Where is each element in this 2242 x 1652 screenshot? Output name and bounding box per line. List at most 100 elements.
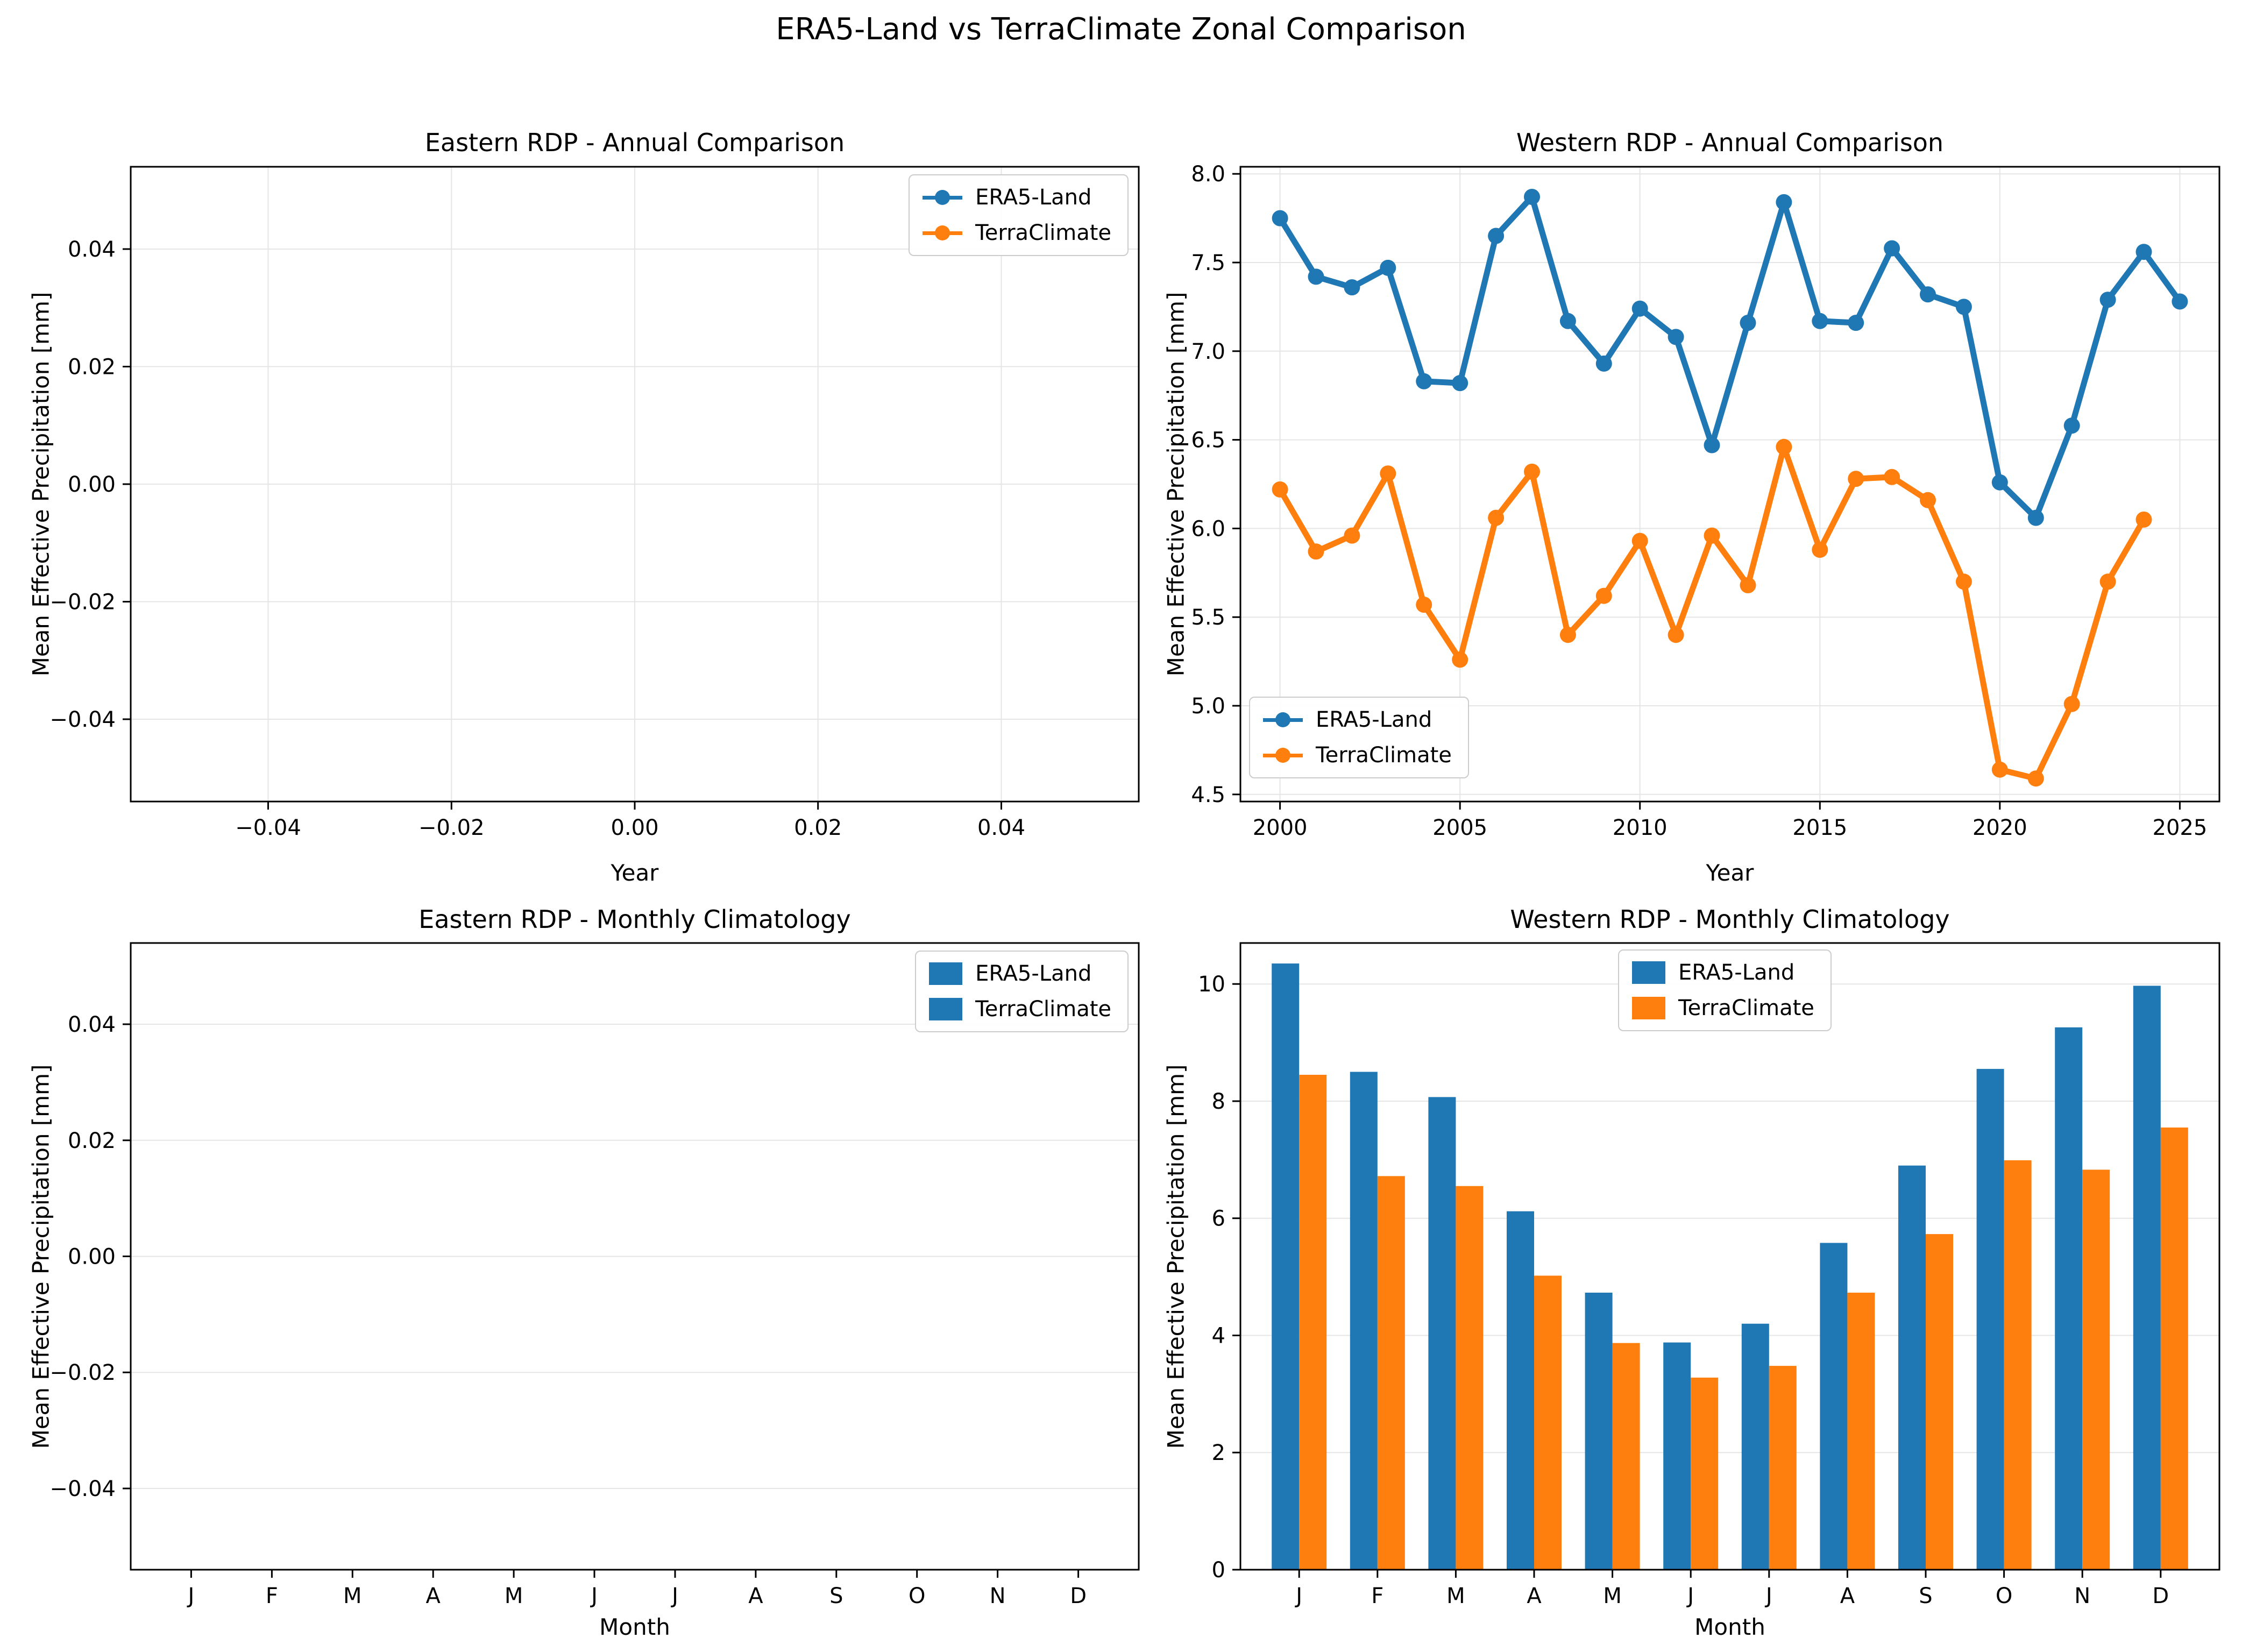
y-tick-label: 2 [1212, 1441, 1225, 1465]
x-tick-label: 2005 [1432, 816, 1487, 840]
bar-terraclimate [1456, 1186, 1484, 1570]
axes-spines [1239, 166, 2220, 803]
marker-era5-land [2027, 509, 2044, 526]
marker-era5-land [1848, 315, 1864, 331]
marker-era5-land [1776, 194, 1792, 210]
marker-terraclimate [1991, 761, 2008, 778]
x-tick-label: −0.04 [235, 816, 301, 840]
chart-title: Western RDP - Annual Comparison [1516, 128, 1944, 157]
bar-terraclimate [2160, 1128, 2188, 1570]
legend-item: ERA5-Land [1263, 707, 1452, 732]
marker-terraclimate [2099, 573, 2116, 590]
bar-era5-land [1428, 1097, 1456, 1570]
y-tick-label: 8 [1212, 1089, 1225, 1114]
x-tick-label: 0.04 [977, 816, 1025, 840]
marker-era5-land [2135, 244, 2152, 260]
y-tick-label: 6.0 [1191, 516, 1225, 541]
x-axis-label: Month [599, 1614, 670, 1640]
x-tick-label: D [1070, 1584, 1087, 1608]
marker-era5-land [2172, 293, 2188, 310]
marker-era5-land [1416, 373, 1432, 389]
eastern-monthly-plot: J F M A M J J A S O N D −0.04 −0.02 0.00 0.02 0.04 [49, 942, 1140, 1608]
y-tick-label: 5.0 [1191, 694, 1225, 719]
legend-label: TerraClimate [1316, 743, 1452, 768]
marker-terraclimate [1704, 527, 1720, 544]
bar-era5-land [1898, 1165, 1926, 1570]
y-tick-label: 0.04 [68, 1012, 116, 1037]
legend-patch-marker [1632, 961, 1665, 984]
bar-era5-land [2133, 985, 2161, 1570]
y-tick-label: −0.02 [49, 590, 116, 615]
x-tick-label: F [1371, 1584, 1383, 1608]
y-tick-label: 0.00 [68, 472, 116, 497]
y-tick-label: 7.5 [1191, 251, 1225, 275]
marker-terraclimate [1920, 492, 1936, 508]
legend-label: TerraClimate [1678, 996, 1814, 1020]
western-annual-plot: 2000 2005 2010 2015 2020 2025 4.5 5.0 5.5 6.0 6.5 7… [1191, 162, 2220, 840]
y-tick-label: 0.04 [68, 237, 116, 262]
y-tick-label: 6 [1212, 1207, 1225, 1231]
legend-line-marker [923, 231, 963, 235]
marker-era5-land [1631, 300, 1648, 317]
legend-item: ERA5-Land [923, 185, 1111, 210]
y-axis-label: Mean Effective Precipitation [mm] [1162, 1064, 1189, 1449]
y-tick-label: 8.0 [1191, 162, 1225, 187]
marker-era5-land [1272, 210, 1288, 226]
legend-item: ERA5-Land [1632, 960, 1814, 985]
y-tick-label: 0 [1212, 1558, 1225, 1583]
marker-era5-land [1488, 228, 1505, 244]
bar-era5-land [1585, 1293, 1613, 1570]
marker-terraclimate [1452, 651, 1468, 668]
chart-title: Eastern RDP - Monthly Climatology [418, 905, 851, 934]
bar-terraclimate [1926, 1234, 1953, 1570]
x-tick-label: 2015 [1792, 816, 1847, 840]
marker-era5-land [2099, 292, 2116, 308]
marker-terraclimate [1272, 481, 1288, 498]
marker-terraclimate [1344, 527, 1360, 544]
marker-era5-land [1740, 315, 1756, 331]
marker-era5-land [1668, 329, 1684, 345]
legend: ERA5-Land TerraClimate [915, 951, 1129, 1032]
x-tick-label: O [1996, 1584, 2012, 1608]
legend-label: ERA5-Land [975, 185, 1092, 210]
marker-terraclimate [1308, 543, 1324, 560]
marker-era5-land [1920, 286, 1936, 303]
y-tick-label: 4.5 [1191, 783, 1225, 807]
legend-label: ERA5-Land [1678, 960, 1795, 985]
x-tick-label: F [266, 1584, 278, 1608]
legend-item: TerraClimate [1632, 996, 1814, 1020]
legend-item: ERA5-Land [929, 961, 1111, 986]
x-tick-label: 0.02 [794, 816, 842, 840]
x-tick-label: A [426, 1584, 441, 1608]
x-tick-label: N [2074, 1584, 2090, 1608]
legend-item: TerraClimate [1263, 743, 1452, 768]
y-tick-label: 4 [1212, 1324, 1225, 1349]
y-tick-label: 7.0 [1191, 339, 1225, 364]
legend-line-marker [923, 195, 963, 200]
x-tick-label: 2020 [1973, 816, 2027, 840]
bar-era5-land [1350, 1072, 1378, 1570]
marker-terraclimate [1884, 469, 1900, 485]
axes-spines [1239, 942, 2220, 1571]
chart-title: Western RDP - Monthly Climatology [1510, 905, 1950, 934]
bar-terraclimate [1691, 1377, 1719, 1570]
marker-era5-land [1452, 375, 1468, 392]
bar-terraclimate [1534, 1275, 1562, 1570]
legend: ERA5-Land TerraClimate [909, 174, 1129, 256]
legend-label: ERA5-Land [1316, 707, 1432, 732]
marker-terraclimate [1776, 438, 1792, 455]
x-tick-label: A [1527, 1584, 1542, 1608]
x-tick-label: J [1764, 1584, 1772, 1608]
marker-era5-land [1559, 313, 1576, 329]
x-tick-label: A [1840, 1584, 1855, 1608]
bar-era5-land [1820, 1243, 1848, 1570]
x-tick-label: J [670, 1584, 678, 1608]
marker-terraclimate [1488, 509, 1505, 526]
legend-label: ERA5-Land [975, 961, 1092, 986]
eastern-annual-plot: −0.04 −0.02 0.00 0.02 0.04 −0.04 −0.02 0.00 0.02… [49, 166, 1140, 840]
x-tick-label: 0.00 [611, 816, 658, 840]
legend-label: TerraClimate [975, 997, 1111, 1022]
figure-suptitle: ERA5-Land vs TerraClimate Zonal Comparis… [776, 12, 1466, 47]
marker-terraclimate [2063, 696, 2080, 712]
